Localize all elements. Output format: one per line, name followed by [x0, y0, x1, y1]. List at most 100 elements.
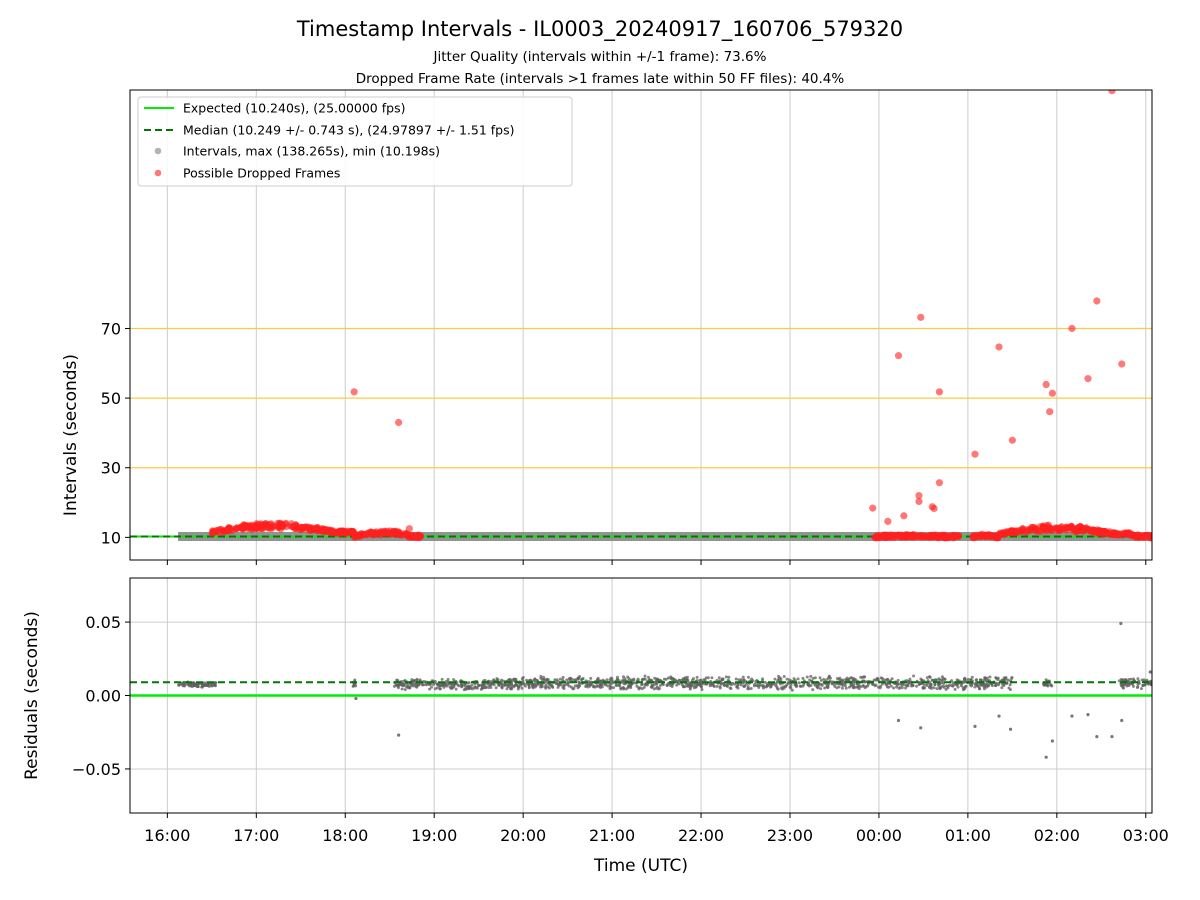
residual-point — [555, 678, 559, 682]
residual-point — [182, 683, 186, 687]
residual-point — [749, 687, 753, 691]
residual-point — [412, 684, 416, 688]
residual-point — [799, 684, 803, 688]
residual-point — [492, 678, 496, 682]
residual-point — [966, 677, 970, 681]
residual-point — [739, 678, 743, 682]
residual-point — [512, 677, 516, 681]
residual-point — [414, 683, 418, 687]
residual-point — [658, 684, 662, 688]
dropped-frame-point — [1118, 360, 1126, 368]
residual-point — [1129, 677, 1133, 681]
residual-point — [544, 683, 548, 687]
dropped-frame-point — [236, 524, 244, 531]
residual-point — [470, 687, 474, 691]
dropped-frame-point — [1063, 523, 1070, 530]
residual-point — [702, 678, 706, 682]
residual-point — [842, 680, 846, 684]
residual-point — [1126, 680, 1130, 684]
bottom-axes-frame — [129, 577, 1153, 814]
residual-point — [629, 686, 633, 690]
residual-point — [830, 682, 834, 686]
top-y-tick-label: 50 — [101, 389, 121, 408]
residual-point — [1000, 686, 1004, 690]
residual-point — [642, 677, 646, 681]
x-axis-label: Time (UTC) — [593, 856, 688, 876]
residual-point — [864, 685, 868, 689]
dropped-frame-point — [917, 313, 925, 321]
residual-point — [669, 677, 673, 681]
residual-point — [406, 686, 410, 690]
residual-point — [500, 685, 504, 689]
dropped-frame-point — [1046, 408, 1054, 416]
residual-point — [773, 677, 777, 681]
dropped-frame-point — [351, 533, 358, 541]
residual-point — [705, 682, 709, 686]
residual-point — [691, 677, 695, 681]
residual-point — [509, 686, 513, 690]
residual-point — [897, 686, 901, 690]
residual-point — [1120, 718, 1124, 723]
legend-entry-2: Median (10.249 +/- 0.743 s), (24.97897 +… — [183, 123, 514, 138]
residual-point — [902, 683, 906, 687]
dropped-frame-point — [1134, 533, 1141, 541]
residual-point — [650, 684, 654, 688]
residual-point — [500, 683, 504, 687]
bottom-y-tick-label: 0.05 — [85, 613, 121, 632]
dropped-frame-point — [360, 531, 368, 538]
residual-point — [876, 677, 880, 681]
dropped-frame-point — [944, 533, 952, 540]
chart-title: Timestamp Intervals - IL0003_20240917_16… — [296, 17, 903, 42]
residual-point — [963, 678, 967, 682]
residual-point — [685, 675, 689, 679]
residual-point — [1007, 686, 1011, 690]
residual-point — [682, 684, 686, 688]
residual-point — [742, 678, 746, 682]
residual-point — [811, 676, 815, 680]
top-plot-area — [130, 90, 1152, 542]
residual-point — [688, 687, 692, 691]
residual-point — [885, 678, 889, 682]
residual-point — [970, 675, 974, 679]
residual-point — [755, 684, 759, 688]
residual-point — [905, 683, 909, 687]
residual-point — [1049, 683, 1053, 687]
residual-point — [695, 675, 699, 679]
residual-point — [506, 678, 510, 682]
residual-point — [415, 677, 419, 681]
top-axes-frame — [129, 89, 1153, 561]
residual-point — [678, 678, 682, 682]
residual-point — [635, 684, 639, 688]
residual-point — [801, 676, 805, 680]
dropped-frame-point — [1069, 524, 1076, 532]
dropped-frame-point — [405, 525, 413, 533]
residual-point — [557, 683, 561, 687]
residual-point — [657, 678, 661, 682]
dropped-frame-point — [1008, 436, 1016, 444]
residual-point — [443, 684, 447, 688]
residual-point — [527, 686, 531, 690]
dropped-frame-point — [338, 529, 346, 537]
dropped-frame-point — [1048, 389, 1056, 397]
residual-point — [813, 676, 817, 680]
residual-point — [809, 674, 813, 678]
residual-point — [435, 682, 439, 686]
residual-point — [935, 687, 939, 691]
residual-point — [632, 677, 636, 681]
residual-point — [558, 677, 562, 681]
dropped-frame-point — [996, 529, 1004, 536]
residual-point — [978, 678, 982, 682]
residual-point — [1143, 683, 1147, 687]
residual-point — [497, 683, 501, 687]
residual-point — [718, 686, 722, 690]
residual-point — [562, 683, 566, 687]
dropped-frame-point — [904, 531, 911, 539]
residual-point — [188, 684, 192, 688]
dropped-frame-point — [891, 531, 898, 539]
residual-point — [859, 675, 863, 679]
residual-point — [979, 683, 983, 687]
dropped-frame-point — [250, 525, 258, 532]
residual-point — [446, 677, 450, 681]
residual-point — [912, 674, 916, 678]
residual-point — [666, 676, 670, 680]
